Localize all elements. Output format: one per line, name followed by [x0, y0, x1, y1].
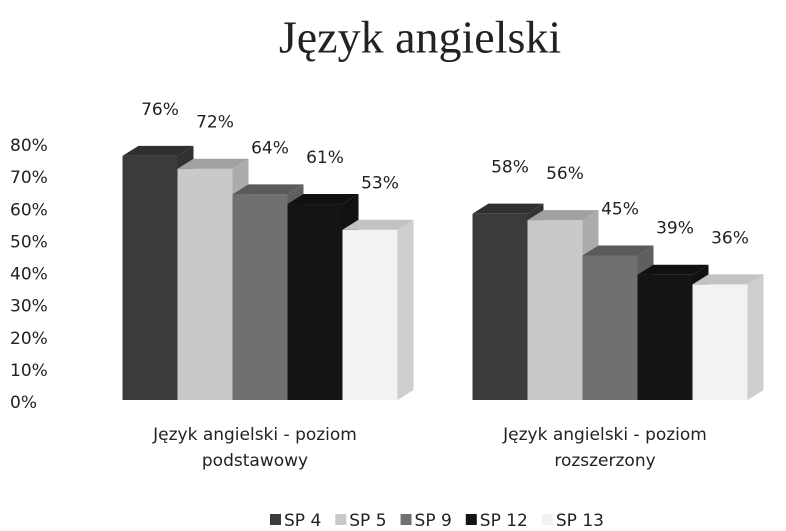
bar-top [692, 274, 764, 285]
legend-label: SP 9 [415, 511, 452, 531]
bar-top [177, 158, 249, 169]
bar [692, 274, 764, 400]
data-label: 53% [361, 174, 399, 194]
bar-top [342, 219, 414, 230]
data-label: 45% [601, 199, 639, 219]
bar-side [747, 274, 764, 400]
bar-front [177, 168, 233, 400]
chart-title: Język angielski [279, 12, 561, 63]
bar-top [232, 184, 304, 195]
bar [342, 219, 414, 400]
data-label: 56% [546, 164, 584, 184]
bar-side [397, 219, 414, 400]
legend-swatch [270, 514, 281, 525]
y-tick-label: 60% [10, 200, 48, 220]
x-tick-label: Język angielski - poziom podstawowy [153, 425, 357, 471]
data-label: 72% [196, 113, 234, 133]
y-tick-label: 0% [10, 393, 37, 413]
x-tick-label: Język angielski - poziom rozszerzony [503, 425, 707, 471]
bar-top [527, 210, 599, 221]
bar-top [472, 203, 544, 214]
y-tick-label: 20% [10, 329, 48, 349]
legend-swatch [465, 514, 477, 525]
legend-label: SP 12 [480, 511, 528, 531]
data-label: 58% [491, 158, 529, 178]
bar-front [342, 229, 398, 400]
data-label: 76% [141, 100, 179, 120]
y-tick-label: 70% [10, 168, 48, 188]
bar-front [287, 204, 343, 400]
bar-front [692, 284, 748, 400]
bar-top [637, 264, 709, 275]
legend-label: SP 4 [284, 511, 321, 531]
legend-swatch [335, 514, 347, 525]
bar-front [637, 274, 693, 400]
y-tick-label: 10% [10, 361, 48, 381]
legend-label: SP 5 [349, 511, 386, 531]
y-tick-label: 30% [10, 297, 48, 317]
data-label: 64% [251, 138, 289, 158]
bar-top [122, 145, 194, 156]
bar-top [287, 194, 359, 205]
bar-front [527, 220, 583, 400]
bar-top [582, 245, 654, 256]
data-label: 61% [306, 148, 344, 168]
data-label: 36% [711, 228, 749, 248]
legend-label: SP 13 [556, 511, 604, 531]
legend-swatch [400, 514, 412, 525]
y-tick-label: 50% [10, 232, 48, 252]
bar-front [582, 255, 638, 400]
y-tick-label: 80% [10, 136, 48, 156]
bar-front [232, 194, 288, 400]
legend-swatch [541, 514, 553, 525]
y-tick-label: 40% [10, 265, 48, 285]
bar-front [122, 155, 178, 400]
bar-front [472, 213, 528, 400]
data-label: 39% [656, 219, 694, 239]
